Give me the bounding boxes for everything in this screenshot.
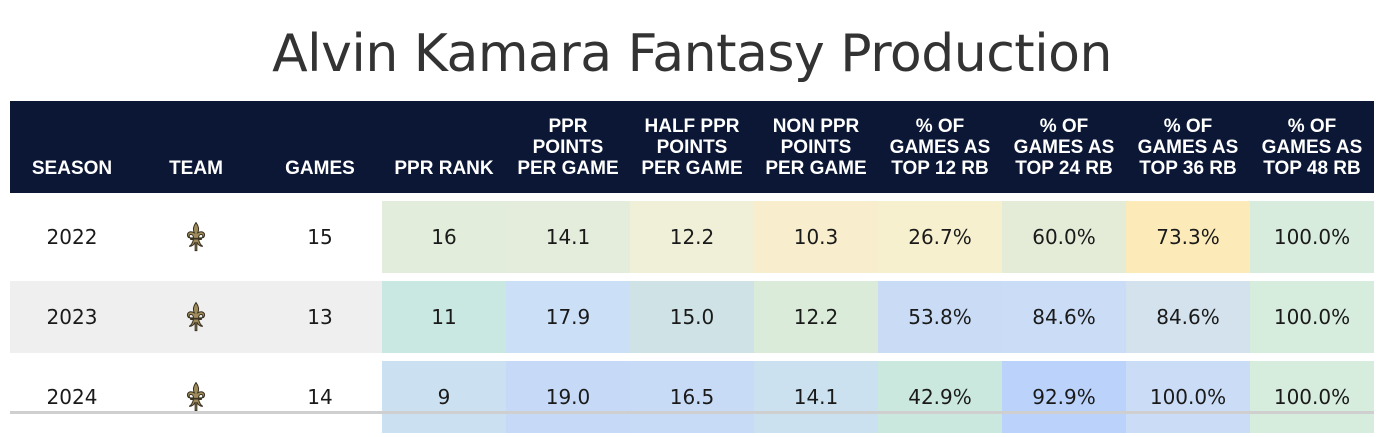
column-header: GAMES <box>285 158 355 179</box>
value-cell: 26.7% <box>878 201 1002 273</box>
chart-title: Alvin Kamara Fantasy Production <box>272 24 1112 84</box>
value-cell: 73.3% <box>1126 201 1250 273</box>
value-cell: 12.2 <box>630 201 754 273</box>
value-cell: 100.0% <box>1250 281 1374 353</box>
column-header: % OF GAMES AS TOP 48 RB <box>1261 116 1363 179</box>
value-cell: 100.0% <box>1250 201 1374 273</box>
value-cell: 17.9 <box>506 281 630 353</box>
value-cell: 84.6% <box>1002 281 1126 353</box>
value-cell: 84.6% <box>1126 281 1250 353</box>
value-cell: 10.3 <box>754 201 878 273</box>
value-cell: 14.1 <box>506 201 630 273</box>
table-row: 2022 15 16 14.1 12.2 10.3 26.7% 60.0% 73.3% 100.0… <box>10 201 1374 273</box>
column-header: % OF GAMES AS TOP 12 RB <box>889 116 991 179</box>
column-header: % OF GAMES AS TOP 24 RB <box>1013 116 1115 179</box>
value-cell: 100.0% <box>1250 361 1374 433</box>
fantasy-production-table: SEASON TEAM GAMES PPR RANK PPR POINTS PE… <box>10 101 1374 437</box>
table-row: 2024 14 9 19.0 16.5 14.1 42.9% 92.9% 100.0% 100.0… <box>10 361 1374 433</box>
value-cell: 19.0 <box>506 361 630 433</box>
table-row: 2023 13 11 17.9 15.0 12.2 53.8% 84.6% 84.6% 100.0… <box>10 281 1374 353</box>
value-cell: 12.2 <box>754 281 878 353</box>
header-row: SEASON TEAM GAMES PPR RANK PPR POINTS PE… <box>10 101 1374 193</box>
season-cell: 2023 <box>46 305 98 329</box>
team-cell <box>134 281 258 353</box>
value-cell: 11 <box>382 281 506 353</box>
value-cell: 60.0% <box>1002 201 1126 273</box>
value-cell: 53.8% <box>878 281 1002 353</box>
row-spacer <box>10 353 1374 361</box>
column-header: SEASON <box>31 158 113 179</box>
value-cell: 92.9% <box>1002 361 1126 433</box>
team-cell <box>134 201 258 273</box>
column-header: % OF GAMES AS TOP 36 RB <box>1137 116 1239 179</box>
games-cell: 13 <box>307 305 333 329</box>
table-body: 2022 15 16 14.1 12.2 10.3 26.7% 60.0% 73.3% 100.0… <box>10 193 1374 437</box>
value-cell: 14.1 <box>754 361 878 433</box>
column-header: HALF PPR POINTS PER GAME <box>641 116 743 179</box>
value-cell: 16.5 <box>630 361 754 433</box>
value-cell: 16 <box>382 201 506 273</box>
column-header: PPR RANK <box>394 158 494 179</box>
fleur-de-lis-icon <box>186 301 206 332</box>
table-bottom-rule <box>10 411 1374 414</box>
fleur-de-lis-icon <box>186 381 206 412</box>
games-cell: 14 <box>307 385 333 409</box>
team-cell <box>134 361 258 433</box>
column-header: TEAM <box>169 158 223 179</box>
season-cell: 2022 <box>46 225 98 249</box>
value-cell: 42.9% <box>878 361 1002 433</box>
column-header: NON PPR POINTS PER GAME <box>765 116 867 179</box>
column-header: PPR POINTS PER GAME <box>517 116 619 179</box>
season-cell: 2024 <box>46 385 98 409</box>
fleur-de-lis-icon <box>186 221 206 252</box>
row-spacer <box>10 433 1374 437</box>
value-cell: 15.0 <box>630 281 754 353</box>
value-cell: 100.0% <box>1126 361 1250 433</box>
row-spacer <box>10 193 1374 201</box>
games-cell: 15 <box>307 225 333 249</box>
value-cell: 9 <box>382 361 506 433</box>
row-spacer <box>10 273 1374 281</box>
